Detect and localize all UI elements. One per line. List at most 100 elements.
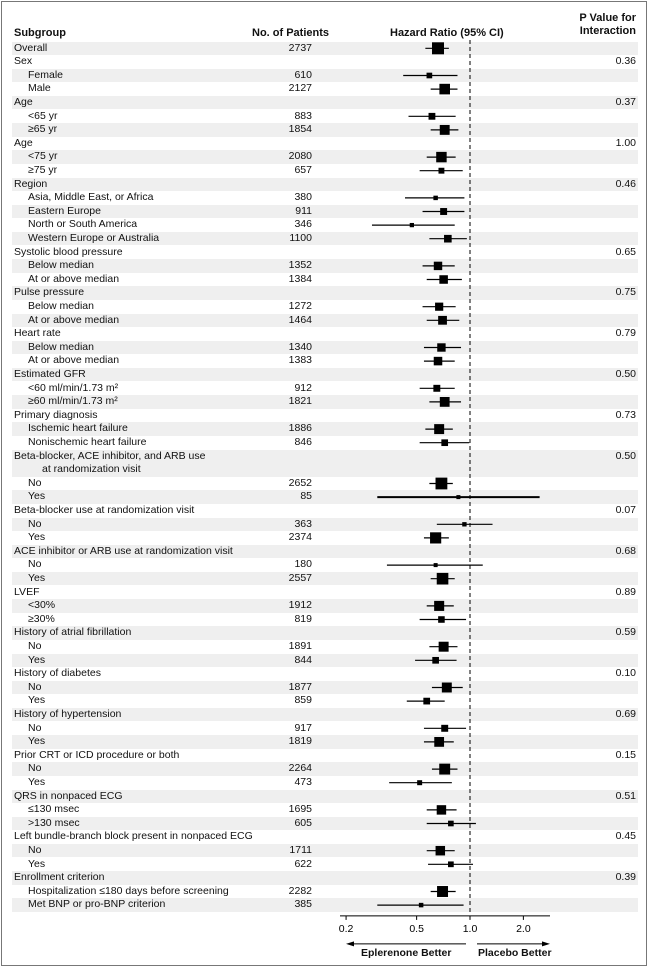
subgroup-row: <75 yr 2080 (12, 150, 638, 164)
header-subgroup: Subgroup (14, 27, 66, 39)
x-tick-label: 0.2 (339, 923, 354, 935)
hazard-ratio-marker (441, 724, 449, 732)
patient-count: 1711 (289, 843, 312, 856)
subgroup-row: Western Europe or Australia 1100 (12, 231, 638, 246)
subgroup-label: Enrollment criterion (14, 871, 105, 884)
p-value: 0.15 (615, 748, 636, 761)
hazard-ratio-marker (433, 261, 443, 271)
subgroup-label-continued: at randomization visit (42, 463, 141, 476)
subgroup-category-row: Pulse pressure 0.75 (12, 286, 638, 300)
subgroup-category-row: Overall 2737 (12, 41, 638, 56)
hazard-ratio-marker (444, 234, 452, 243)
subgroup-label: Sex (14, 55, 33, 68)
subgroup-row: >130 msec 605 (12, 816, 638, 831)
hazard-ratio-marker (439, 83, 450, 95)
hazard-ratio-marker (432, 42, 445, 55)
subgroup-label: Heart rate (14, 327, 61, 340)
patient-count: 346 (294, 218, 312, 231)
subgroup-row: No 1891 (12, 640, 638, 654)
hazard-ratio-marker (438, 167, 445, 174)
subgroup-row: North or South America 346 (12, 218, 638, 232)
subgroup-row: <30% 1912 (12, 599, 638, 613)
patient-count: 385 (294, 898, 312, 911)
subgroup-row: No 2264 (12, 762, 638, 776)
subgroup-category-row: History of hypertension 0.69 (12, 707, 638, 722)
subgroup-label: >130 msec (28, 816, 80, 829)
subgroup-category-row: LVEF 0.89 (12, 586, 638, 600)
patient-count: 1384 (288, 272, 312, 285)
p-value: 0.45 (615, 830, 636, 843)
subgroup-row: At or above median 1464 (12, 313, 638, 328)
patient-count: 1383 (288, 354, 312, 367)
subgroup-label: No (28, 558, 42, 571)
subgroup-label: Region (14, 177, 48, 190)
subgroup-label: At or above median (28, 313, 120, 326)
hazard-ratio-marker (438, 616, 445, 623)
patient-count: 1854 (288, 123, 312, 136)
hazard-ratio-marker (433, 195, 438, 201)
x-tick-label: 0.5 (409, 923, 424, 935)
subgroup-label: Left bundle-branch block present in nonp… (14, 830, 253, 843)
subgroup-row: Yes 1819 (12, 735, 638, 749)
p-value: 0.89 (615, 585, 636, 598)
patient-count: 2282 (288, 884, 312, 897)
p-value: 1.00 (615, 136, 636, 149)
hazard-ratio-marker (409, 222, 414, 228)
patient-count: 859 (294, 694, 312, 707)
subgroup-row: Yes 844 (12, 653, 638, 668)
subgroup-label: Female (28, 68, 64, 81)
subgroup-row: Below median 1352 (12, 259, 638, 273)
p-value: 0.37 (615, 95, 636, 108)
subgroup-row: Yes 2374 (12, 531, 638, 545)
hazard-ratio-marker (430, 532, 442, 544)
patient-count: 2080 (288, 150, 312, 163)
hazard-ratio-marker (462, 522, 467, 527)
subgroup-row: Asia, Middle East, or Africa 380 (12, 191, 638, 205)
patient-count: 1272 (288, 299, 312, 312)
subgroup-label: Pulse pressure (14, 286, 85, 299)
p-value: 0.50 (615, 367, 636, 380)
subgroup-category-row: History of atrial fibrillation 0.59 (12, 626, 638, 640)
patient-count: 1352 (288, 259, 312, 272)
subgroup-category-row: Beta-blocker, ACE inhibitor, and ARB use… (12, 449, 638, 477)
patient-count: 1819 (288, 735, 312, 748)
hazard-ratio-marker (434, 600, 445, 611)
header-hazard-ratio: Hazard Ratio (95% CI) (390, 27, 504, 39)
subgroup-category-row: Heart rate 0.79 (12, 327, 638, 341)
hazard-ratio-marker (436, 805, 447, 815)
subgroup-category-row: Region 0.46 (12, 177, 638, 192)
subgroup-row: Nonischemic heart failure 846 (12, 436, 638, 450)
patient-count: 363 (294, 517, 312, 530)
patient-count: 819 (294, 612, 312, 625)
p-value: 0.73 (615, 408, 636, 421)
subgroup-label: Yes (28, 694, 46, 707)
subgroup-label: No (28, 517, 42, 530)
hazard-ratio-marker (418, 902, 424, 908)
subgroup-row: Yes 473 (12, 776, 638, 790)
p-value: 0.36 (615, 55, 636, 68)
subgroup-row: Below median 1340 (12, 340, 638, 355)
patient-count: 622 (294, 857, 312, 870)
subgroup-label: Western Europe or Australia (28, 231, 160, 244)
subgroup-label: History of hypertension (14, 707, 122, 720)
header-patients: No. of Patients (252, 27, 330, 39)
p-value: 0.69 (615, 707, 636, 720)
p-value: 0.46 (615, 177, 636, 190)
hazard-ratio-marker (437, 886, 449, 897)
subgroup-label: Male (28, 82, 51, 95)
hazard-ratio-marker (428, 112, 436, 120)
hazard-ratio-marker (439, 275, 448, 284)
subgroup-label: Age (14, 95, 33, 108)
eplerenone-better-label: Eplerenone Better (361, 947, 452, 959)
hazard-ratio-marker (423, 697, 431, 705)
subgroup-label: Estimated GFR (14, 367, 86, 380)
subgroup-label: <75 yr (28, 150, 58, 163)
hazard-ratio-marker (435, 845, 446, 856)
hazard-ratio-marker (436, 572, 449, 585)
hazard-ratio-marker (426, 72, 433, 79)
hazard-ratio-marker (439, 124, 450, 135)
subgroup-label: Below median (28, 340, 94, 353)
hazard-ratio-marker (439, 763, 451, 775)
subgroup-category-row: Left bundle-branch block present in nonp… (12, 830, 638, 844)
hazard-ratio-marker (417, 780, 423, 786)
